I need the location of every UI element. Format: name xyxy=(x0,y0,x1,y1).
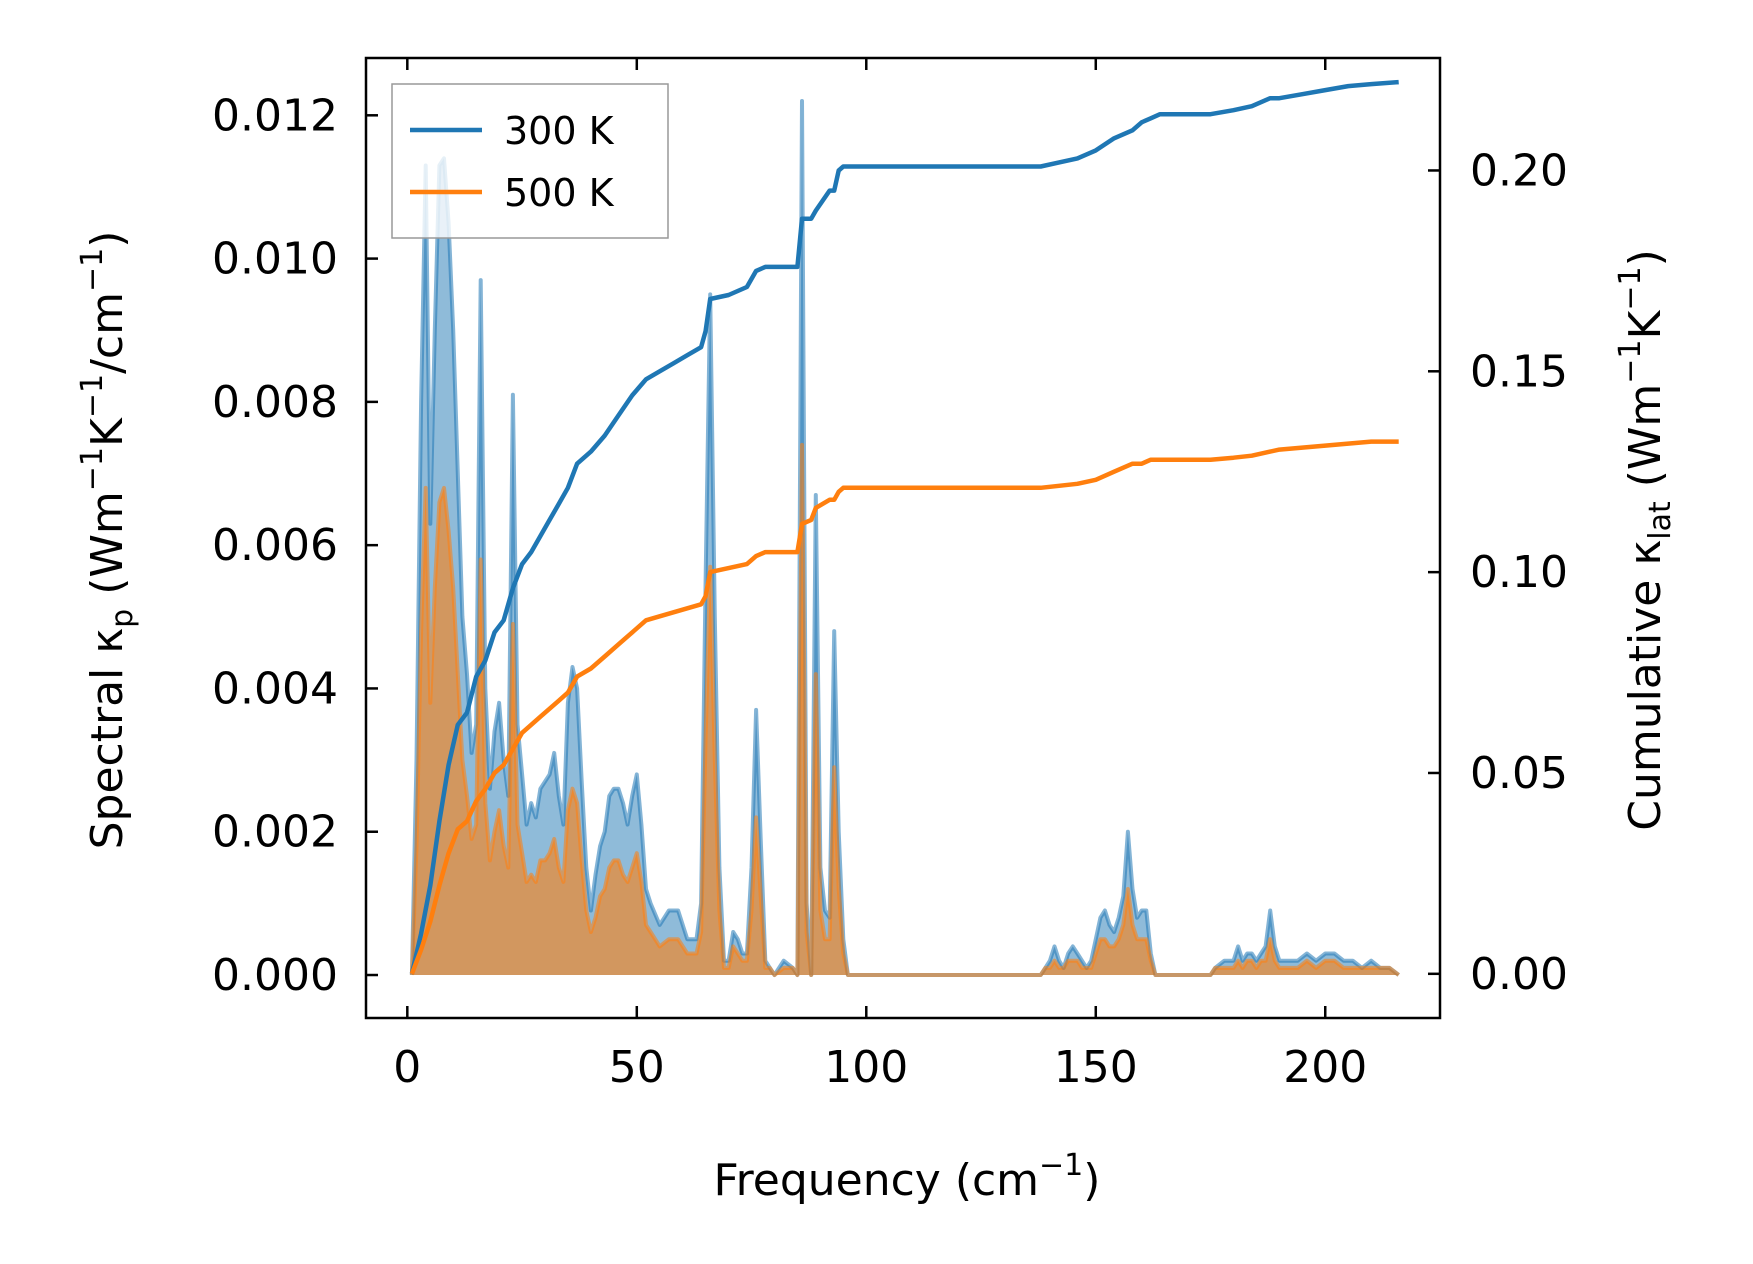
right-y-tick-label-1: 0.05 xyxy=(1470,748,1568,799)
x-tick-label-100: 100 xyxy=(824,1042,908,1093)
left-y-label-p2: (Wm xyxy=(82,491,133,609)
left-y-tick-label-5: 0.010 xyxy=(212,234,338,285)
left-y-axis-label: Spectral κp (Wm−1K−1/cm−1) xyxy=(75,231,140,850)
x-axis-label-sup: −1 xyxy=(1039,1148,1083,1183)
right-y-tick-label-2: 0.10 xyxy=(1470,547,1568,598)
x-axis-ticks: 0 50 100 150 200 xyxy=(393,58,1367,1093)
left-y-label-p3: K xyxy=(82,417,133,447)
right-y-tick-label-3: 0.15 xyxy=(1470,346,1568,397)
legend-box xyxy=(391,83,669,239)
left-y-tick-label-4: 0.008 xyxy=(212,377,338,428)
right-y-axis-ticks: 0.00 0.05 0.10 0.15 0.20 xyxy=(1428,145,1568,1000)
x-tick-label-200: 200 xyxy=(1283,1042,1367,1093)
x-axis-label-tail: ) xyxy=(1083,1155,1100,1206)
cumulative-line-500k xyxy=(409,439,1399,975)
spectral-lines xyxy=(409,99,1400,977)
right-y-label-sub: lat xyxy=(1643,501,1678,540)
right-y-label-p4: ) xyxy=(1620,249,1671,266)
left-y-label-sup3: −1 xyxy=(75,248,110,292)
spectral-fills xyxy=(411,101,1399,975)
right-y-axis-label: Cumulative κlat (Wm−1K−1) xyxy=(1613,249,1678,831)
left-y-label-sup1: −1 xyxy=(75,447,110,491)
left-y-label-sup2: −1 xyxy=(75,374,110,418)
left-y-label-p5: ) xyxy=(82,231,133,248)
legend: 300 K 500 K xyxy=(391,83,669,239)
right-y-tick-label-4: 0.20 xyxy=(1470,145,1568,196)
x-tick-label-50: 50 xyxy=(609,1042,665,1093)
plot-frame xyxy=(364,56,1442,1020)
cumulative-lines xyxy=(409,79,1399,975)
x-axis-label: Frequency (cm−1) xyxy=(714,1148,1101,1206)
left-y-label-sub: p xyxy=(105,609,140,628)
right-y-label-p1: Cumulative κ xyxy=(1620,540,1671,831)
x-tick-label-0: 0 xyxy=(393,1042,421,1093)
left-y-tick-label-6: 0.012 xyxy=(212,90,338,141)
spectral-line-500k xyxy=(409,442,1400,977)
left-y-tick-label-1: 0.002 xyxy=(212,807,338,858)
legend-label-300k: 300 K xyxy=(504,109,615,153)
left-y-axis-ticks: 0.000 0.002 0.004 0.006 0.008 0.010 0.012 xyxy=(212,90,378,1001)
right-y-label-p3: K xyxy=(1620,309,1671,339)
left-y-tick-label-3: 0.006 xyxy=(212,520,338,571)
left-y-tick-label-2: 0.004 xyxy=(212,663,338,714)
right-y-tick-label-0: 0.00 xyxy=(1470,949,1568,1000)
x-axis-label-main: Frequency (cm xyxy=(714,1155,1040,1206)
left-y-label-p1: Spectral κ xyxy=(82,628,133,850)
left-y-label-p4: /cm xyxy=(82,292,133,374)
right-y-label-sup2: −1 xyxy=(1613,266,1648,310)
left-y-tick-label-0: 0.000 xyxy=(212,950,338,1001)
cumulative-line-300k xyxy=(409,79,1399,975)
spectral-fill-500k xyxy=(411,444,1399,975)
x-tick-label-150: 150 xyxy=(1054,1042,1138,1093)
right-y-label-sup1: −1 xyxy=(1613,339,1648,383)
legend-label-500k: 500 K xyxy=(504,171,615,215)
right-y-label-p2: (Wm xyxy=(1620,384,1671,502)
